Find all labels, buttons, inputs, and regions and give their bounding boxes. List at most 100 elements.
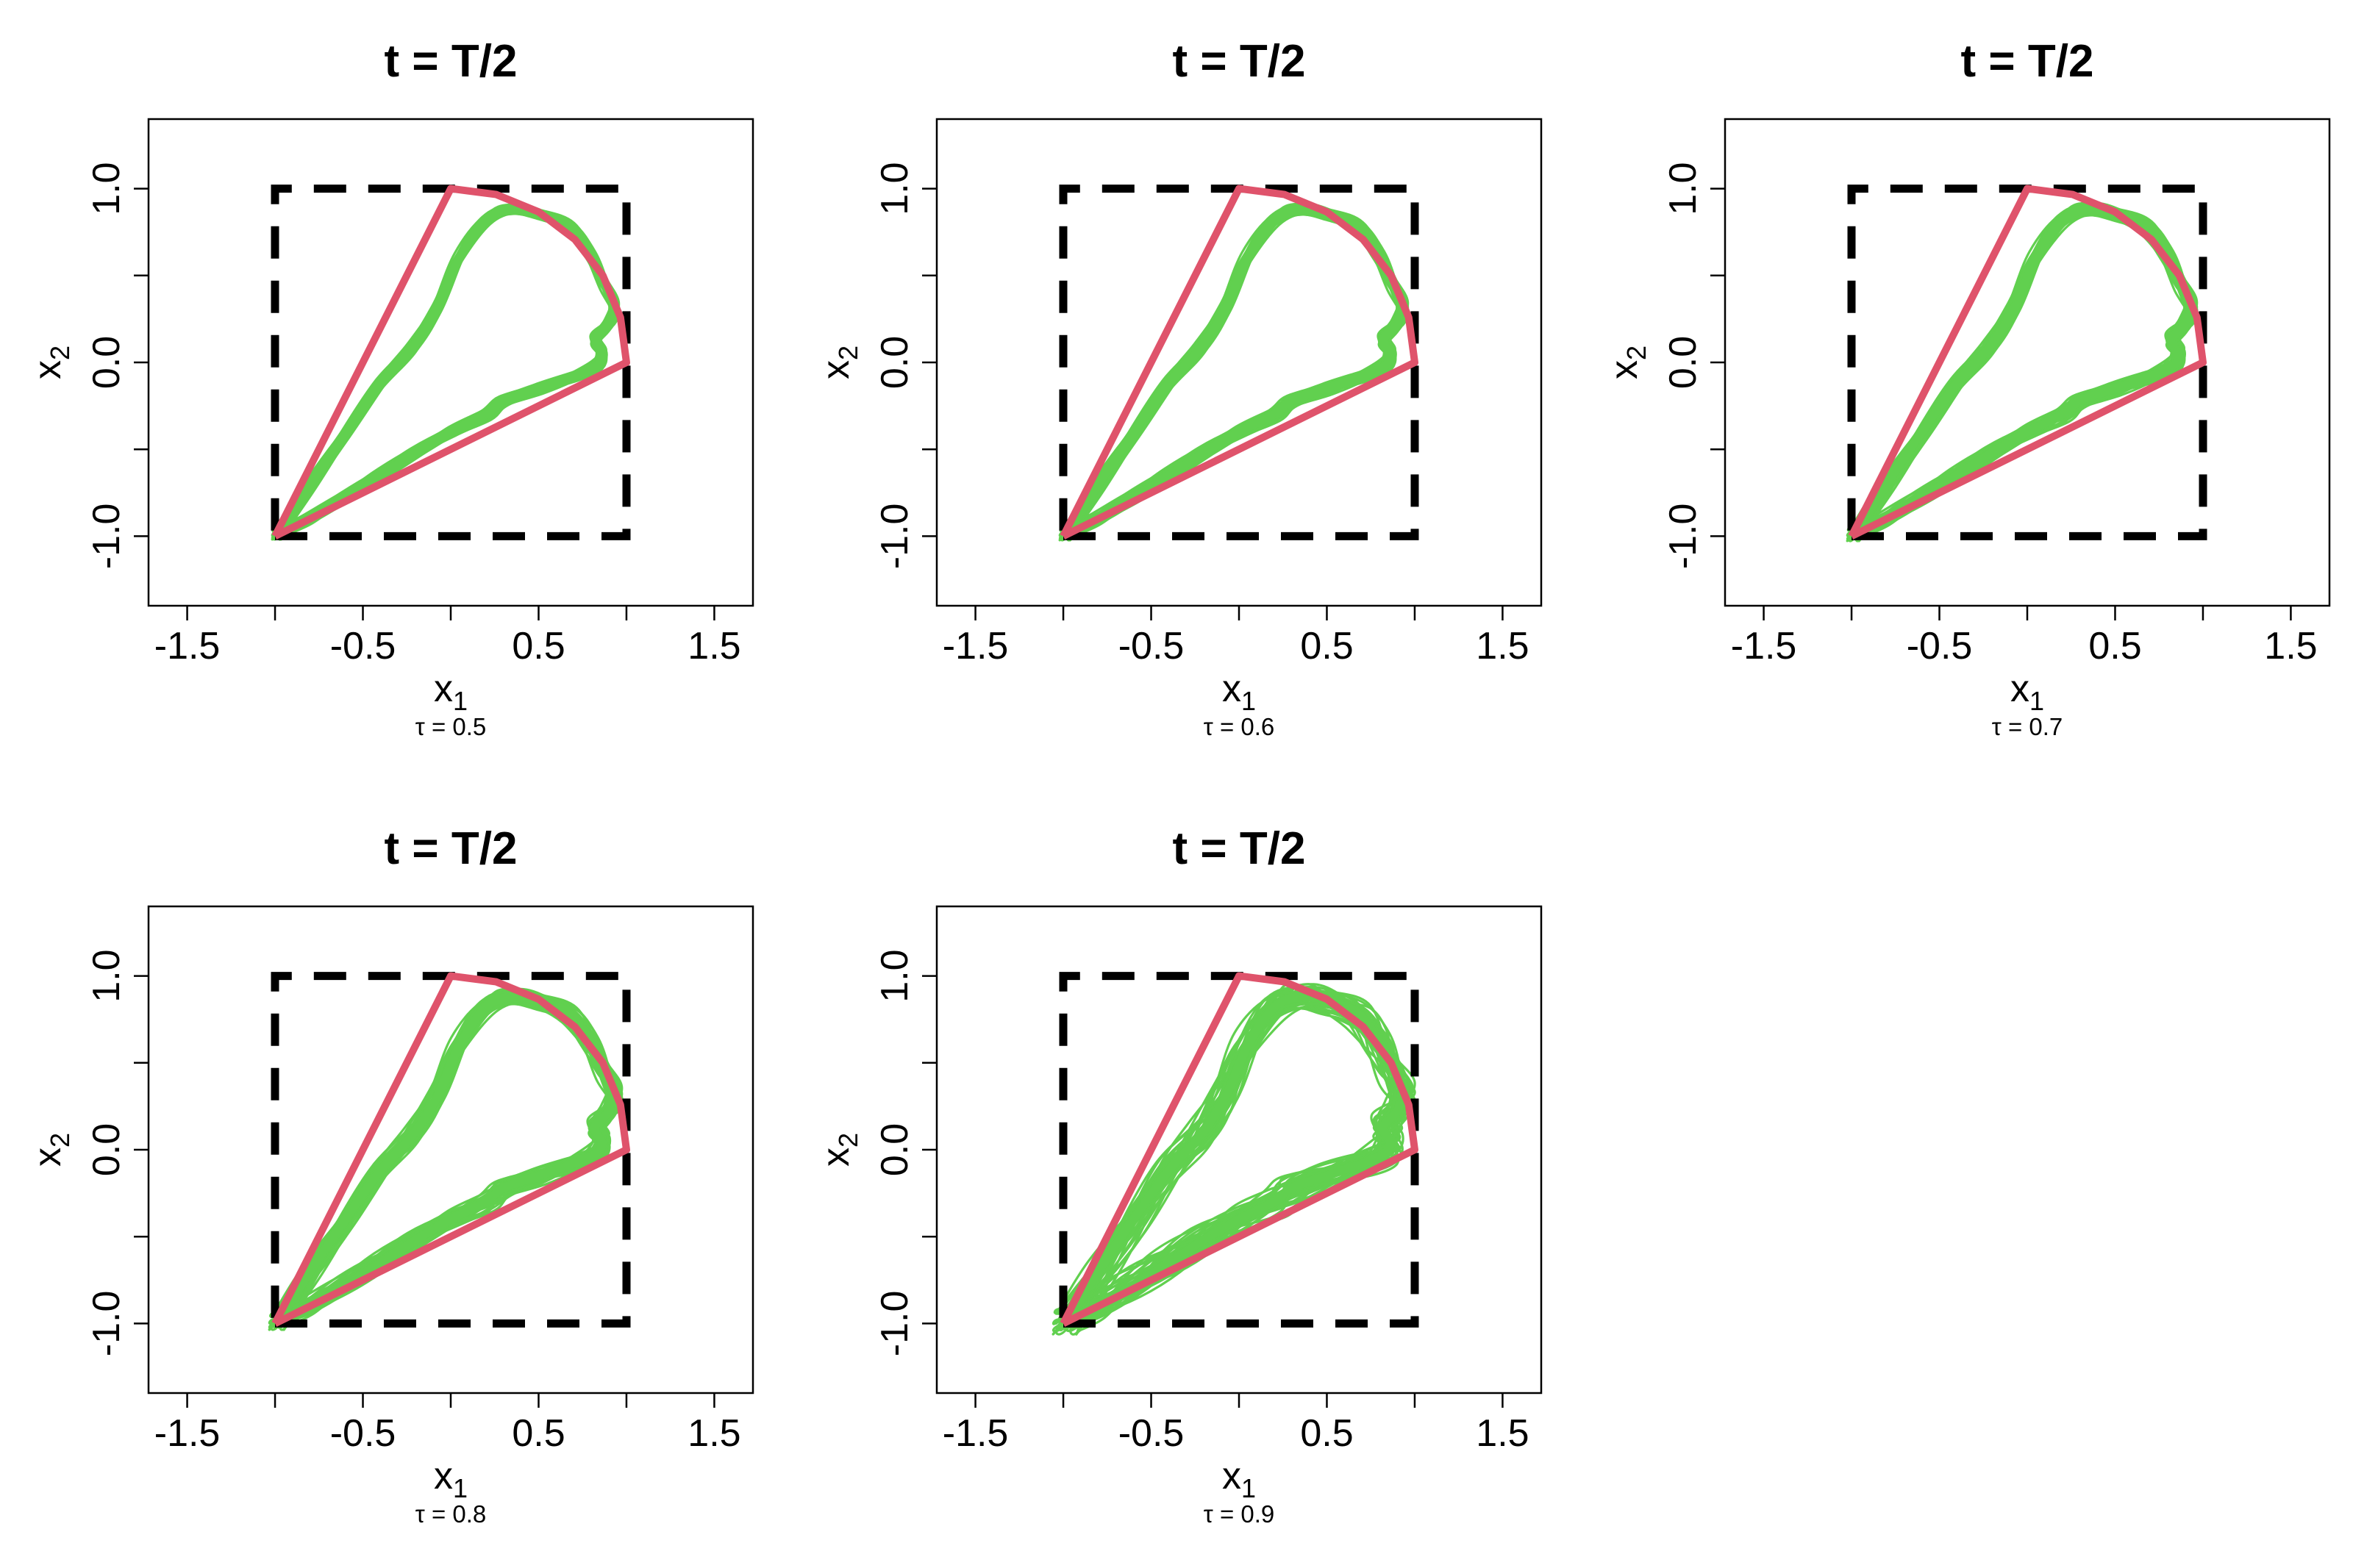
- ensemble-member: [1061, 208, 1402, 535]
- y-tick-label: 1.0: [1662, 162, 1704, 215]
- ensemble-core: [272, 992, 619, 1327]
- ensemble-trajectories: [1846, 201, 2199, 543]
- ensemble-member: [272, 206, 613, 537]
- plot-area: [268, 972, 631, 1331]
- x-tick-label: 0.5: [512, 625, 565, 667]
- ensemble-member: [1854, 206, 2195, 534]
- y-tick-label: 1.0: [85, 949, 128, 1002]
- ensemble-member: [271, 208, 611, 540]
- ensemble-member: [1847, 206, 2189, 537]
- ensemble-member: [275, 207, 615, 533]
- ensemble-member: [1067, 202, 1410, 534]
- ensemble-member: [1063, 206, 1404, 534]
- ensemble-member: [1063, 206, 1402, 534]
- y-tick-label: 0.0: [874, 1123, 916, 1176]
- ensemble-member: [278, 206, 619, 537]
- ensemble-member: [272, 204, 613, 533]
- boundary-curve: [1060, 972, 1418, 1327]
- x-tick-label: 1.5: [2264, 625, 2317, 667]
- ensemble-member: [272, 210, 613, 540]
- ensemble-member: [272, 992, 612, 1325]
- ensemble-member: [1065, 204, 1404, 533]
- ensemble-member: [274, 992, 617, 1320]
- ensemble-member: [1063, 202, 1402, 534]
- x-tick-label: -0.5: [330, 625, 396, 667]
- domain-box: [1847, 185, 2207, 540]
- panel-title: t = T/2: [1173, 36, 1306, 87]
- domain-box: [271, 972, 631, 1328]
- ensemble-core: [1060, 204, 1407, 540]
- plot-area: [1058, 185, 1419, 542]
- panel-title: t = T/2: [385, 36, 518, 87]
- ensemble-member: [276, 208, 616, 535]
- panel-1: -1.5 -0.5 0.5 1.5 -1.0 0.0 1.0 t = T/2 x1τ = 0.5…: [26, 36, 754, 740]
- ensemble-member: [1058, 211, 1399, 537]
- y-axis-label: x2: [815, 346, 863, 379]
- panel-4: -1.5 -0.5 0.5 1.5 -1.0 0.0 1.0 t = T/2 x1τ = 0.8…: [26, 823, 754, 1528]
- ensemble-trajectories: [1051, 983, 1417, 1336]
- ensemble-member: [273, 208, 614, 535]
- ensemble-member: [276, 206, 617, 534]
- y-tick-label: -1.0: [874, 504, 916, 570]
- ensemble-member: [1063, 206, 1405, 537]
- ensemble-member: [1059, 206, 1399, 532]
- ensemble-member: [1853, 208, 2193, 535]
- panel-title: t = T/2: [385, 823, 518, 874]
- ensemble-member: [283, 987, 623, 1320]
- panel-caption: τ = 0.9: [1204, 1500, 1275, 1528]
- ensemble-member: [277, 989, 617, 1319]
- boundary-curve: [1848, 185, 2207, 540]
- ensemble-member: [273, 210, 613, 538]
- ensemble-core: [272, 204, 619, 540]
- ensemble-member: [1065, 206, 1405, 534]
- ensemble-member: [1061, 206, 1401, 537]
- ensemble-member: [1058, 208, 1399, 540]
- ensemble-member: [1065, 206, 1407, 534]
- ensemble-member: [1849, 208, 2190, 535]
- x-axis-label: x1: [434, 667, 468, 716]
- panel-title: t = T/2: [1173, 823, 1306, 874]
- y-tick-label: 1.0: [85, 162, 128, 215]
- panel-caption: τ = 0.5: [415, 713, 487, 740]
- ensemble-member: [273, 206, 615, 533]
- ensemble-member: [1063, 206, 1403, 532]
- ensemble-member: [1852, 203, 2196, 532]
- panel-caption: τ = 0.8: [415, 1500, 487, 1528]
- x-tick-label: -1.5: [1731, 625, 1797, 667]
- panel-3: -1.5 -0.5 0.5 1.5 -1.0 0.0 1.0 t = T/2 x1τ = 0.7…: [1603, 36, 2331, 740]
- y-tick-label: -1.0: [85, 504, 128, 570]
- ensemble-member: [1853, 203, 2193, 532]
- x-tick-label: 0.5: [1300, 625, 1353, 667]
- ensemble-member: [276, 989, 620, 1319]
- y-tick-label: 0.0: [85, 336, 128, 389]
- x-tick-label: 0.5: [1300, 1412, 1353, 1455]
- ensemble-member: [280, 203, 620, 534]
- y-axis-label: x2: [1603, 346, 1652, 379]
- y-tick-label: -1.0: [85, 1291, 128, 1357]
- panel-5: -1.5 -0.5 0.5 1.5 -1.0 0.0 1.0 t = T/2 x1τ = 0.9…: [815, 823, 1543, 1528]
- x-axis-label: x1: [2010, 667, 2044, 716]
- panel-caption: τ = 0.6: [1204, 713, 1275, 740]
- ensemble-member: [1849, 206, 2189, 537]
- plot-area: [1051, 972, 1419, 1336]
- x-tick-label: -0.5: [1118, 1412, 1185, 1455]
- y-tick-label: 0.0: [85, 1123, 128, 1176]
- ensemble-trajectories: [268, 987, 624, 1331]
- ensemble-member: [1060, 204, 1400, 533]
- ensemble-member: [274, 206, 617, 537]
- boundary-curve: [1060, 185, 1418, 540]
- x-tick-label: -1.5: [943, 625, 1009, 667]
- ensemble-member: [1063, 208, 1405, 535]
- ensemble-core: [1060, 992, 1407, 1327]
- ensemble-member: [274, 203, 614, 534]
- ensemble-trajectories: [271, 203, 621, 541]
- ensemble-member: [1850, 206, 2190, 534]
- x-tick-label: 0.5: [512, 1412, 565, 1455]
- ensemble-member: [1065, 208, 1404, 535]
- x-tick-label: 1.5: [688, 625, 740, 667]
- y-tick-label: -1.0: [874, 1291, 916, 1357]
- ensemble-member: [1856, 201, 2199, 534]
- y-tick-label: -1.0: [1662, 504, 1704, 570]
- ensemble-member: [1851, 201, 2190, 534]
